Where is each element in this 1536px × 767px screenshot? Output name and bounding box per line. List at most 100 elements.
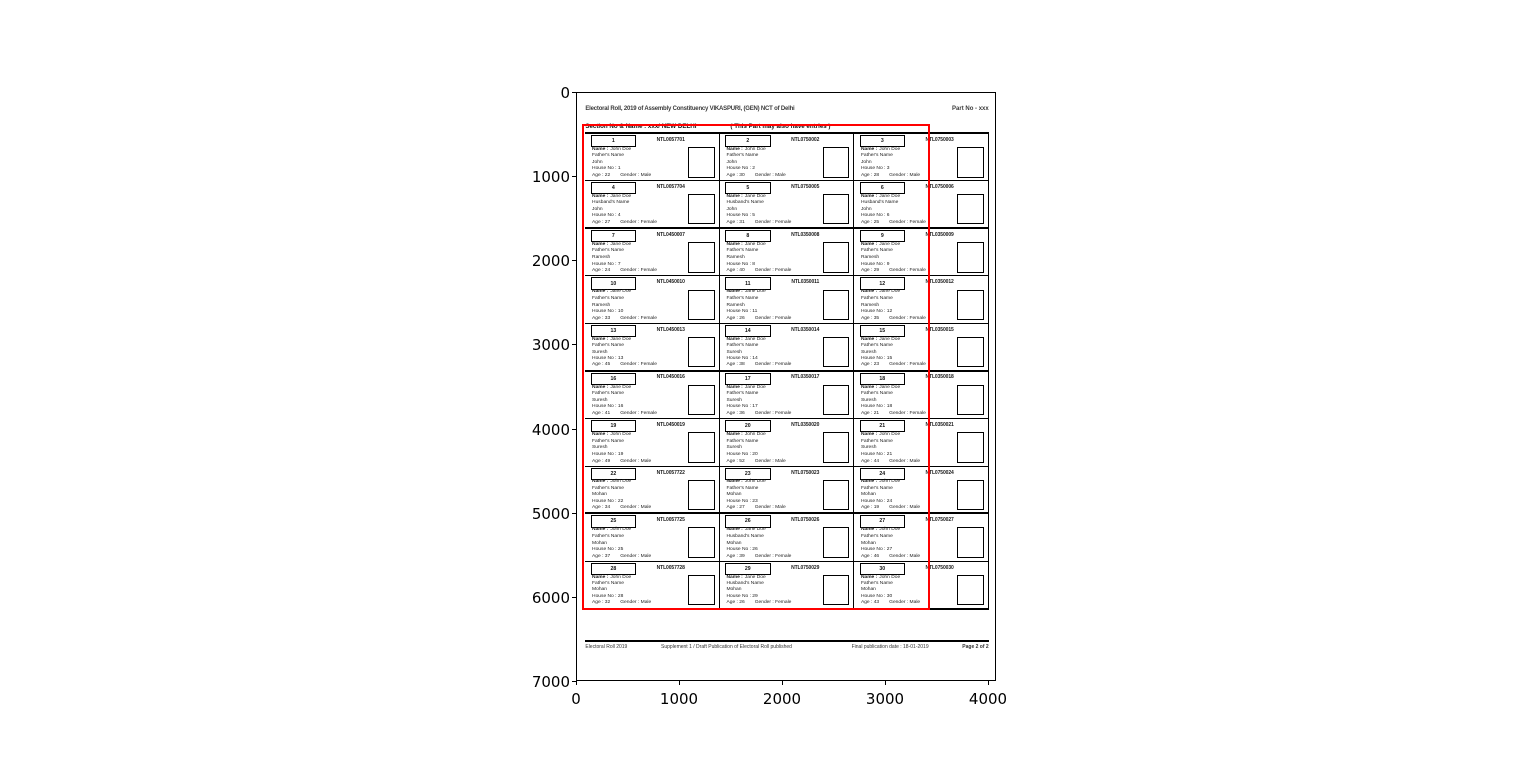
xtick-mark <box>885 681 886 685</box>
voter-entry-cell[interactable]: 28 NTL0057728 Name : John Doe Father's Name M… <box>585 561 720 610</box>
voter-entry-cell[interactable]: 13 NTL0450013 Name : Jane Doe Father's Name S… <box>585 324 720 372</box>
voter-age: Age : 32 <box>592 600 611 606</box>
voter-name-label: Name : <box>726 241 743 247</box>
voter-serial-number: 3 <box>859 134 905 147</box>
voter-relation-label: Father's Name <box>726 343 759 349</box>
voter-relation-value: Suresh <box>860 397 877 403</box>
voter-epic-number: NTL0350012 <box>925 279 954 286</box>
voter-entry-cell[interactable]: 7 NTL0450007 Name : Jane Doe Father's Name Ra… <box>585 228 720 277</box>
voter-entry-cell[interactable]: 19 NTL0450019 Name : John Doe Father's Name S… <box>585 419 720 467</box>
voter-entry-cell[interactable]: 21 NTL0350021 Name : John Doe Father's Name S… <box>854 419 989 467</box>
voter-name-line: Name : Jane Doe <box>592 193 684 200</box>
voter-entry-cell[interactable]: 26 NTL0750026 Name : Jane Doe Husband's Name… <box>719 514 855 562</box>
voter-entry-cell[interactable]: 8 NTL0350008 Name : Jane Doe Father's Name Ra… <box>719 228 855 277</box>
voter-age: Age : 31 <box>726 219 745 225</box>
voter-age: Age : 29 <box>860 268 880 274</box>
voter-name-value: Jane Doe <box>744 241 766 247</box>
voter-photo-box <box>688 527 715 559</box>
voter-relation-label: Father's Name <box>860 248 893 254</box>
voter-house-number: House No : 22 <box>592 498 624 504</box>
voter-house-number: House No : 26 <box>726 547 758 553</box>
voter-relation-value: Ramesh <box>726 302 745 308</box>
voter-entry-cell[interactable]: 20 NTL0350020 Name : John Doe Father's Name S… <box>719 419 855 467</box>
voter-name-value: John Doe <box>610 527 632 533</box>
voter-entry-cell[interactable]: 16 NTL0450016 Name : Jane Doe Father's Name S… <box>585 371 720 420</box>
voter-serial-number: 1 <box>590 134 637 147</box>
voter-entry-cell[interactable]: 6 NTL0750006 Name : Jane Doe Husband's Name J… <box>854 181 989 229</box>
voter-details: Name : John Doe Father's Name Suresh House N… <box>592 432 684 464</box>
voter-entry-cell[interactable]: 24 NTL0750024 Name : John Doe Father's Name M… <box>854 466 989 515</box>
voter-serial-number: 27 <box>859 515 905 528</box>
voter-photo-box <box>957 432 984 463</box>
voter-name-label: Name : <box>860 193 878 199</box>
voter-entry-cell[interactable]: 30 NTL0750030 Name : John Doe Father's Name M… <box>854 561 989 610</box>
voter-serial-number: 19 <box>590 420 637 433</box>
voter-gender: Gender : Female <box>754 315 792 321</box>
voter-epic-number: NTL0350008 <box>791 231 820 238</box>
voter-serial-number: 15 <box>859 325 905 337</box>
voter-name-line: Name : Jane Doe <box>592 242 684 248</box>
voter-gender: Gender : Female <box>889 219 926 225</box>
section-no-and-name: Section No & Name : xxx/ NEW DELHI <box>585 123 697 131</box>
voter-serial-number: 29 <box>725 562 771 575</box>
voter-entry-cell[interactable]: 11 NTL0350011 Name : Jane Doe Father's Name R… <box>719 276 855 325</box>
voter-gender: Gender : Male <box>620 600 652 606</box>
voter-house-number: House No : 13 <box>592 355 624 361</box>
voter-relation-label: Father's Name <box>592 485 624 491</box>
voter-photo-box <box>957 336 984 367</box>
voter-age: Age : 19 <box>860 505 880 511</box>
voter-name-value: Jane Doe <box>744 574 766 580</box>
voter-name-line: Name : John Doe <box>861 527 953 533</box>
voter-age-gender-line: Age : 23 Gender : Female <box>861 362 953 368</box>
voter-name-value: John Doe <box>610 432 632 438</box>
voter-photo-box <box>822 432 850 463</box>
voter-serial-number: 22 <box>590 467 637 480</box>
voter-entry-cell[interactable]: 2 NTL0750002 Name : John Doe Father's Name Jo… <box>719 133 855 182</box>
voter-gender: Gender : Female <box>754 362 792 368</box>
voter-serial-number: 25 <box>590 515 637 528</box>
document-footer: Electoral Roll 2019 Supplement 1 / Draft… <box>585 639 989 669</box>
voter-entry-cell[interactable]: 27 NTL0750027 Name : John Doe Father's Name M… <box>854 514 989 562</box>
voter-entry-cell[interactable]: 29 NTL0750029 Name : Jane Doe Husband's Name… <box>719 561 855 610</box>
voter-serial-number: 5 <box>725 182 771 195</box>
voter-relation-value: Mohan <box>592 492 607 498</box>
voter-epic-number: NTL0350014 <box>791 326 820 333</box>
voter-house-number: House No : 25 <box>592 547 624 553</box>
voter-entry-cell[interactable]: 22 NTL0057722 Name : John Doe Father's Name M… <box>585 466 720 515</box>
voter-entry-cell[interactable]: 25 NTL0057725 Name : John Doe Father's Name M… <box>585 514 720 562</box>
footer-page-number: Page 2 of 2 <box>962 643 989 650</box>
voter-relation-label: Husband's Name <box>726 200 764 206</box>
voter-entry-cell[interactable]: 15 NTL0350015 Name : Jane Doe Father's Name S… <box>854 324 989 372</box>
voter-entry-cell[interactable]: 12 NTL0350012 Name : Jane Doe Father's Name R… <box>854 276 989 325</box>
ytick-mark <box>572 513 576 514</box>
voter-house-number: House No : 29 <box>726 593 758 599</box>
voter-relation-value: Ramesh <box>592 255 611 261</box>
voter-age-gender-line: Age : 22 Gender : Male <box>592 173 684 179</box>
voter-age-gender-line: Age : 32 Gender : Male <box>592 600 684 606</box>
voter-epic-number: NTL0350017 <box>791 374 820 381</box>
voter-entry-cell[interactable]: 10 NTL0450010 Name : Jane Doe Father's Name R… <box>585 276 720 325</box>
voter-serial-number: 13 <box>590 325 637 337</box>
voter-entry-cell[interactable]: 23 NTL0750023 Name : John Doe Father's Name M… <box>719 466 855 515</box>
voter-name-label: Name : <box>592 479 609 485</box>
voter-details: Name : Jane Doe Father's Name Suresh House N… <box>592 385 684 417</box>
voter-house-number: House No : 24 <box>860 498 893 504</box>
voter-epic-number: NTL0057725 <box>656 517 685 524</box>
voter-entry-cell[interactable]: 3 NTL0750003 Name : John Doe Father's Name Jo… <box>854 133 989 182</box>
voter-age: Age : 38 <box>726 362 745 368</box>
voter-epic-number: NTL0350009 <box>925 231 954 238</box>
voter-entry-cell[interactable]: 9 NTL0350009 Name : Jane Doe Father's Name Ra… <box>854 228 989 277</box>
voter-entry-cell[interactable]: 4 NTL0057704 Name : Jane Doe Husband's Name J… <box>585 181 720 229</box>
voter-entry-cell[interactable]: 18 NTL0350018 Name : Jane Doe Father's Name S… <box>854 371 989 420</box>
voter-name-line: Name : John Doe <box>861 432 953 438</box>
voter-details: Name : Jane Doe Father's Name Suresh House N… <box>726 337 818 369</box>
voter-entry-cell[interactable]: 1 NTL0057701 Name : John Doe Father's Name Jo… <box>585 133 720 182</box>
voter-entry-cell[interactable]: 14 NTL0350014 Name : Jane Doe Father's Name S… <box>719 324 855 372</box>
voter-epic-number: NTL0350020 <box>791 422 820 428</box>
voter-entry-cell[interactable]: 17 NTL0350017 Name : Jane Doe Father's Name S… <box>719 371 855 420</box>
voter-name-label: Name : <box>592 193 609 199</box>
voter-serial-number: 21 <box>859 420 905 433</box>
voter-photo-box <box>957 146 984 178</box>
voter-entry-cell[interactable]: 5 NTL0750005 Name : Jane Doe Husband's Name J… <box>719 181 855 229</box>
voter-relation-label: Father's Name <box>726 153 759 159</box>
